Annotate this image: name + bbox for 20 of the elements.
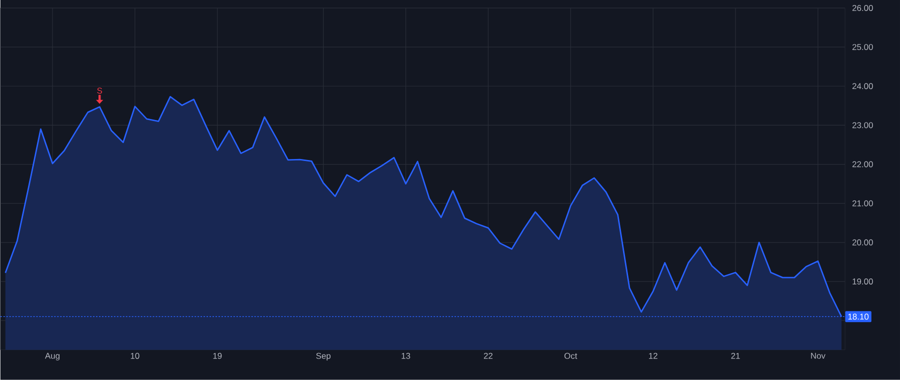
y-tick-label: 20.00 bbox=[852, 239, 873, 246]
x-tick-label: 12 bbox=[649, 352, 658, 359]
y-tick-label: 22.00 bbox=[852, 161, 873, 168]
x-tick-label: 21 bbox=[731, 352, 740, 359]
y-tick-label: 26.00 bbox=[852, 5, 873, 12]
x-tick-label: Oct bbox=[564, 352, 578, 359]
y-tick-label: 25.00 bbox=[852, 44, 873, 50]
annotation: S bbox=[97, 88, 102, 94]
x-tick-label: 22 bbox=[484, 352, 492, 359]
y-tick-label: 24.00 bbox=[852, 83, 873, 90]
x-tick-label: 10 bbox=[130, 352, 140, 359]
x-tick-label: Nov bbox=[811, 352, 826, 359]
x-tick-label: 19 bbox=[213, 352, 222, 359]
x-tick-label: Aug bbox=[44, 352, 60, 361]
y-tick-label: 21.00 bbox=[852, 200, 873, 206]
x-tick-label: Sep bbox=[316, 352, 331, 361]
ref-line-label: 18.10 bbox=[848, 314, 869, 320]
y-tick-label: 19.00 bbox=[852, 278, 873, 285]
x-tick-label: 13 bbox=[402, 352, 410, 359]
y-tick-label: 23.00 bbox=[852, 122, 873, 128]
